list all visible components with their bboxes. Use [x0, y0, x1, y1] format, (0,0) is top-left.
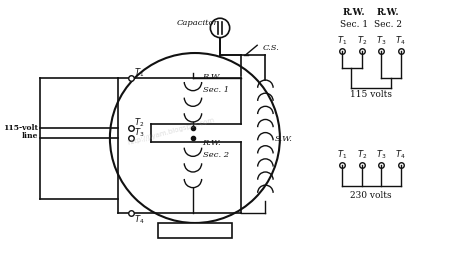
Text: $T_2$: $T_2$ [357, 34, 367, 47]
Text: $T_4$: $T_4$ [395, 148, 406, 161]
Text: $T_2$: $T_2$ [357, 148, 367, 161]
Text: R.W.: R.W. [377, 8, 400, 17]
Text: http://jiyam.blogspot.com: http://jiyam.blogspot.com [127, 117, 215, 146]
Text: $T_4$: $T_4$ [134, 214, 145, 227]
Text: Sec. 1: Sec. 1 [340, 20, 368, 29]
Text: $T_1$: $T_1$ [337, 148, 347, 161]
Text: line: line [22, 132, 38, 140]
Text: $T_1$: $T_1$ [337, 34, 347, 47]
Text: R.W.: R.W. [343, 8, 365, 17]
Text: Sec. 2: Sec. 2 [202, 151, 229, 159]
Text: S.W.: S.W. [275, 135, 293, 143]
Text: 115 volts: 115 volts [350, 91, 392, 99]
Text: Capacitor: Capacitor [176, 19, 218, 27]
Text: Sec. 2: Sec. 2 [374, 20, 402, 29]
Text: $T_1$: $T_1$ [134, 66, 144, 79]
Text: Sec. 1: Sec. 1 [202, 86, 229, 94]
Text: R.W.: R.W. [202, 73, 221, 81]
Text: $T_3$: $T_3$ [376, 34, 386, 47]
Text: $T_2$: $T_2$ [134, 116, 144, 129]
Text: C.S.: C.S. [263, 44, 280, 52]
Bar [158, 223, 232, 238]
Text: $T_3$: $T_3$ [376, 148, 386, 161]
Text: 230 volts: 230 volts [350, 191, 392, 200]
Text: R.W.: R.W. [202, 139, 221, 147]
Text: $T_3$: $T_3$ [134, 126, 145, 139]
Text: $T_4$: $T_4$ [395, 34, 406, 47]
Text: 115-volt: 115-volt [3, 124, 38, 132]
